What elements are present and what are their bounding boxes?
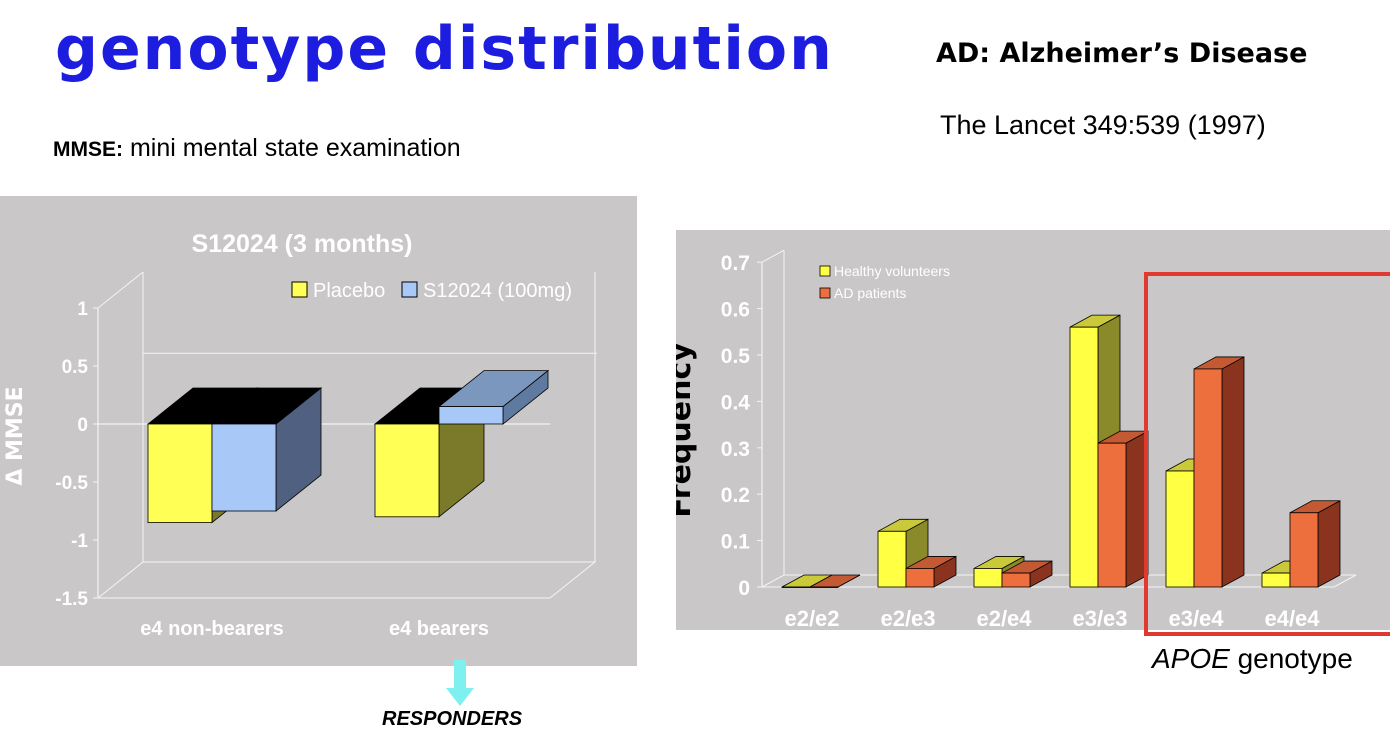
right-chart-bar xyxy=(809,574,861,588)
left-chart-y-tick-label: 0.5 xyxy=(62,357,89,378)
left-chart-bar xyxy=(437,369,550,425)
mmse-definition: MMSE: mini mental state examination xyxy=(53,134,461,163)
right-chart-x-tick-label: e2/e2 xyxy=(784,606,839,630)
left-chart-title: S12024 (3 months) xyxy=(192,230,413,258)
ad-definition: AD: Alzheimer’s Disease xyxy=(936,38,1308,69)
right-chart-bar xyxy=(905,555,957,588)
right-chart-side-edge xyxy=(761,249,785,263)
right-chart-y-tick-label: 0 xyxy=(738,577,750,600)
apoe-rest: genotype xyxy=(1229,643,1353,674)
right-chart-x-tick-label: e2/e4 xyxy=(976,606,1032,630)
left-chart-y-tick-label: 0 xyxy=(77,415,88,436)
apoe-genotype-label: APOE genotype xyxy=(1152,643,1353,675)
right-chart-legend-swatch xyxy=(819,265,831,277)
right-chart-y-tick-label: 0.1 xyxy=(721,531,751,554)
mmse-abbrev: MMSE: xyxy=(53,138,123,161)
right-chart-bar xyxy=(1001,560,1053,588)
responders-arrow-icon xyxy=(446,660,474,706)
left-chart-legend-swatch xyxy=(291,281,308,298)
right-chart-legend-label: AD patients xyxy=(834,285,906,301)
left-chart-y-tick-label: -1.5 xyxy=(55,589,88,610)
right-chart-y-tick-label: 0.6 xyxy=(721,299,750,322)
left-chart-bar xyxy=(210,387,323,512)
right-chart-y-tick-label: 0.4 xyxy=(721,391,751,414)
right-chart-floor xyxy=(761,574,1357,588)
left-chart-legend-label: S12024 (100mg) xyxy=(423,280,572,302)
right-chart-x-tick-label: e4/e4 xyxy=(1264,606,1320,630)
right-chart-panel: 0.7 0.6 0.5 0.4 0.3 0.2 0.1 0 e2/e2 e2/e3 e2/e4 e3/… xyxy=(676,230,1390,630)
right-chart-x-tick-label: e3/e3 xyxy=(1072,606,1127,630)
right-chart-bar xyxy=(1193,356,1245,588)
slide-title: genotype distribution xyxy=(55,14,834,84)
left-chart-x-tick-label: e4 non-bearers xyxy=(140,618,283,640)
left-chart-panel: 1 0.5 0 -0.5 -1 -1.5 e4 non-bearers e4 bearers S… xyxy=(0,196,637,666)
left-chart-y-tick-label: -0.5 xyxy=(55,473,88,494)
mmse-text: mini mental state examination xyxy=(123,134,461,162)
citation: The Lancet 349:539 (1997) xyxy=(940,110,1266,140)
right-chart-y-tick-label: 0.3 xyxy=(721,438,750,461)
right-chart-legend-swatch xyxy=(819,287,831,299)
right-chart-legend-label: Healthy volunteers xyxy=(834,263,950,279)
left-chart-legend-swatch xyxy=(401,281,418,298)
left-chart-side-edge xyxy=(97,271,144,309)
right-chart-bar xyxy=(1289,500,1341,588)
right-chart-bar xyxy=(1097,430,1149,588)
left-chart-y-label: Δ MMSE xyxy=(3,386,28,485)
responders-label: RESPONDERS xyxy=(382,708,523,730)
left-chart-floor xyxy=(96,561,597,599)
left-chart-y-tick-label: -1 xyxy=(71,531,88,552)
right-chart-x-tick-label: e2/e3 xyxy=(880,606,935,630)
right-chart-x-tick-label: e3/e4 xyxy=(1168,606,1224,630)
right-chart-y-tick-label: 0.5 xyxy=(721,345,751,368)
right-chart-y-label: Frequency xyxy=(676,342,698,518)
right-chart-y-tick-label: 0.7 xyxy=(721,252,750,275)
left-chart-legend-label: Placebo xyxy=(313,280,385,302)
right-chart-y-tick-label: 0.2 xyxy=(721,484,750,507)
left-chart-x-tick-label: e4 bearers xyxy=(389,618,489,640)
apoe-italic: APOE xyxy=(1152,643,1230,674)
left-chart-y-tick-label: 1 xyxy=(77,299,88,320)
highlight-box xyxy=(1144,272,1390,636)
